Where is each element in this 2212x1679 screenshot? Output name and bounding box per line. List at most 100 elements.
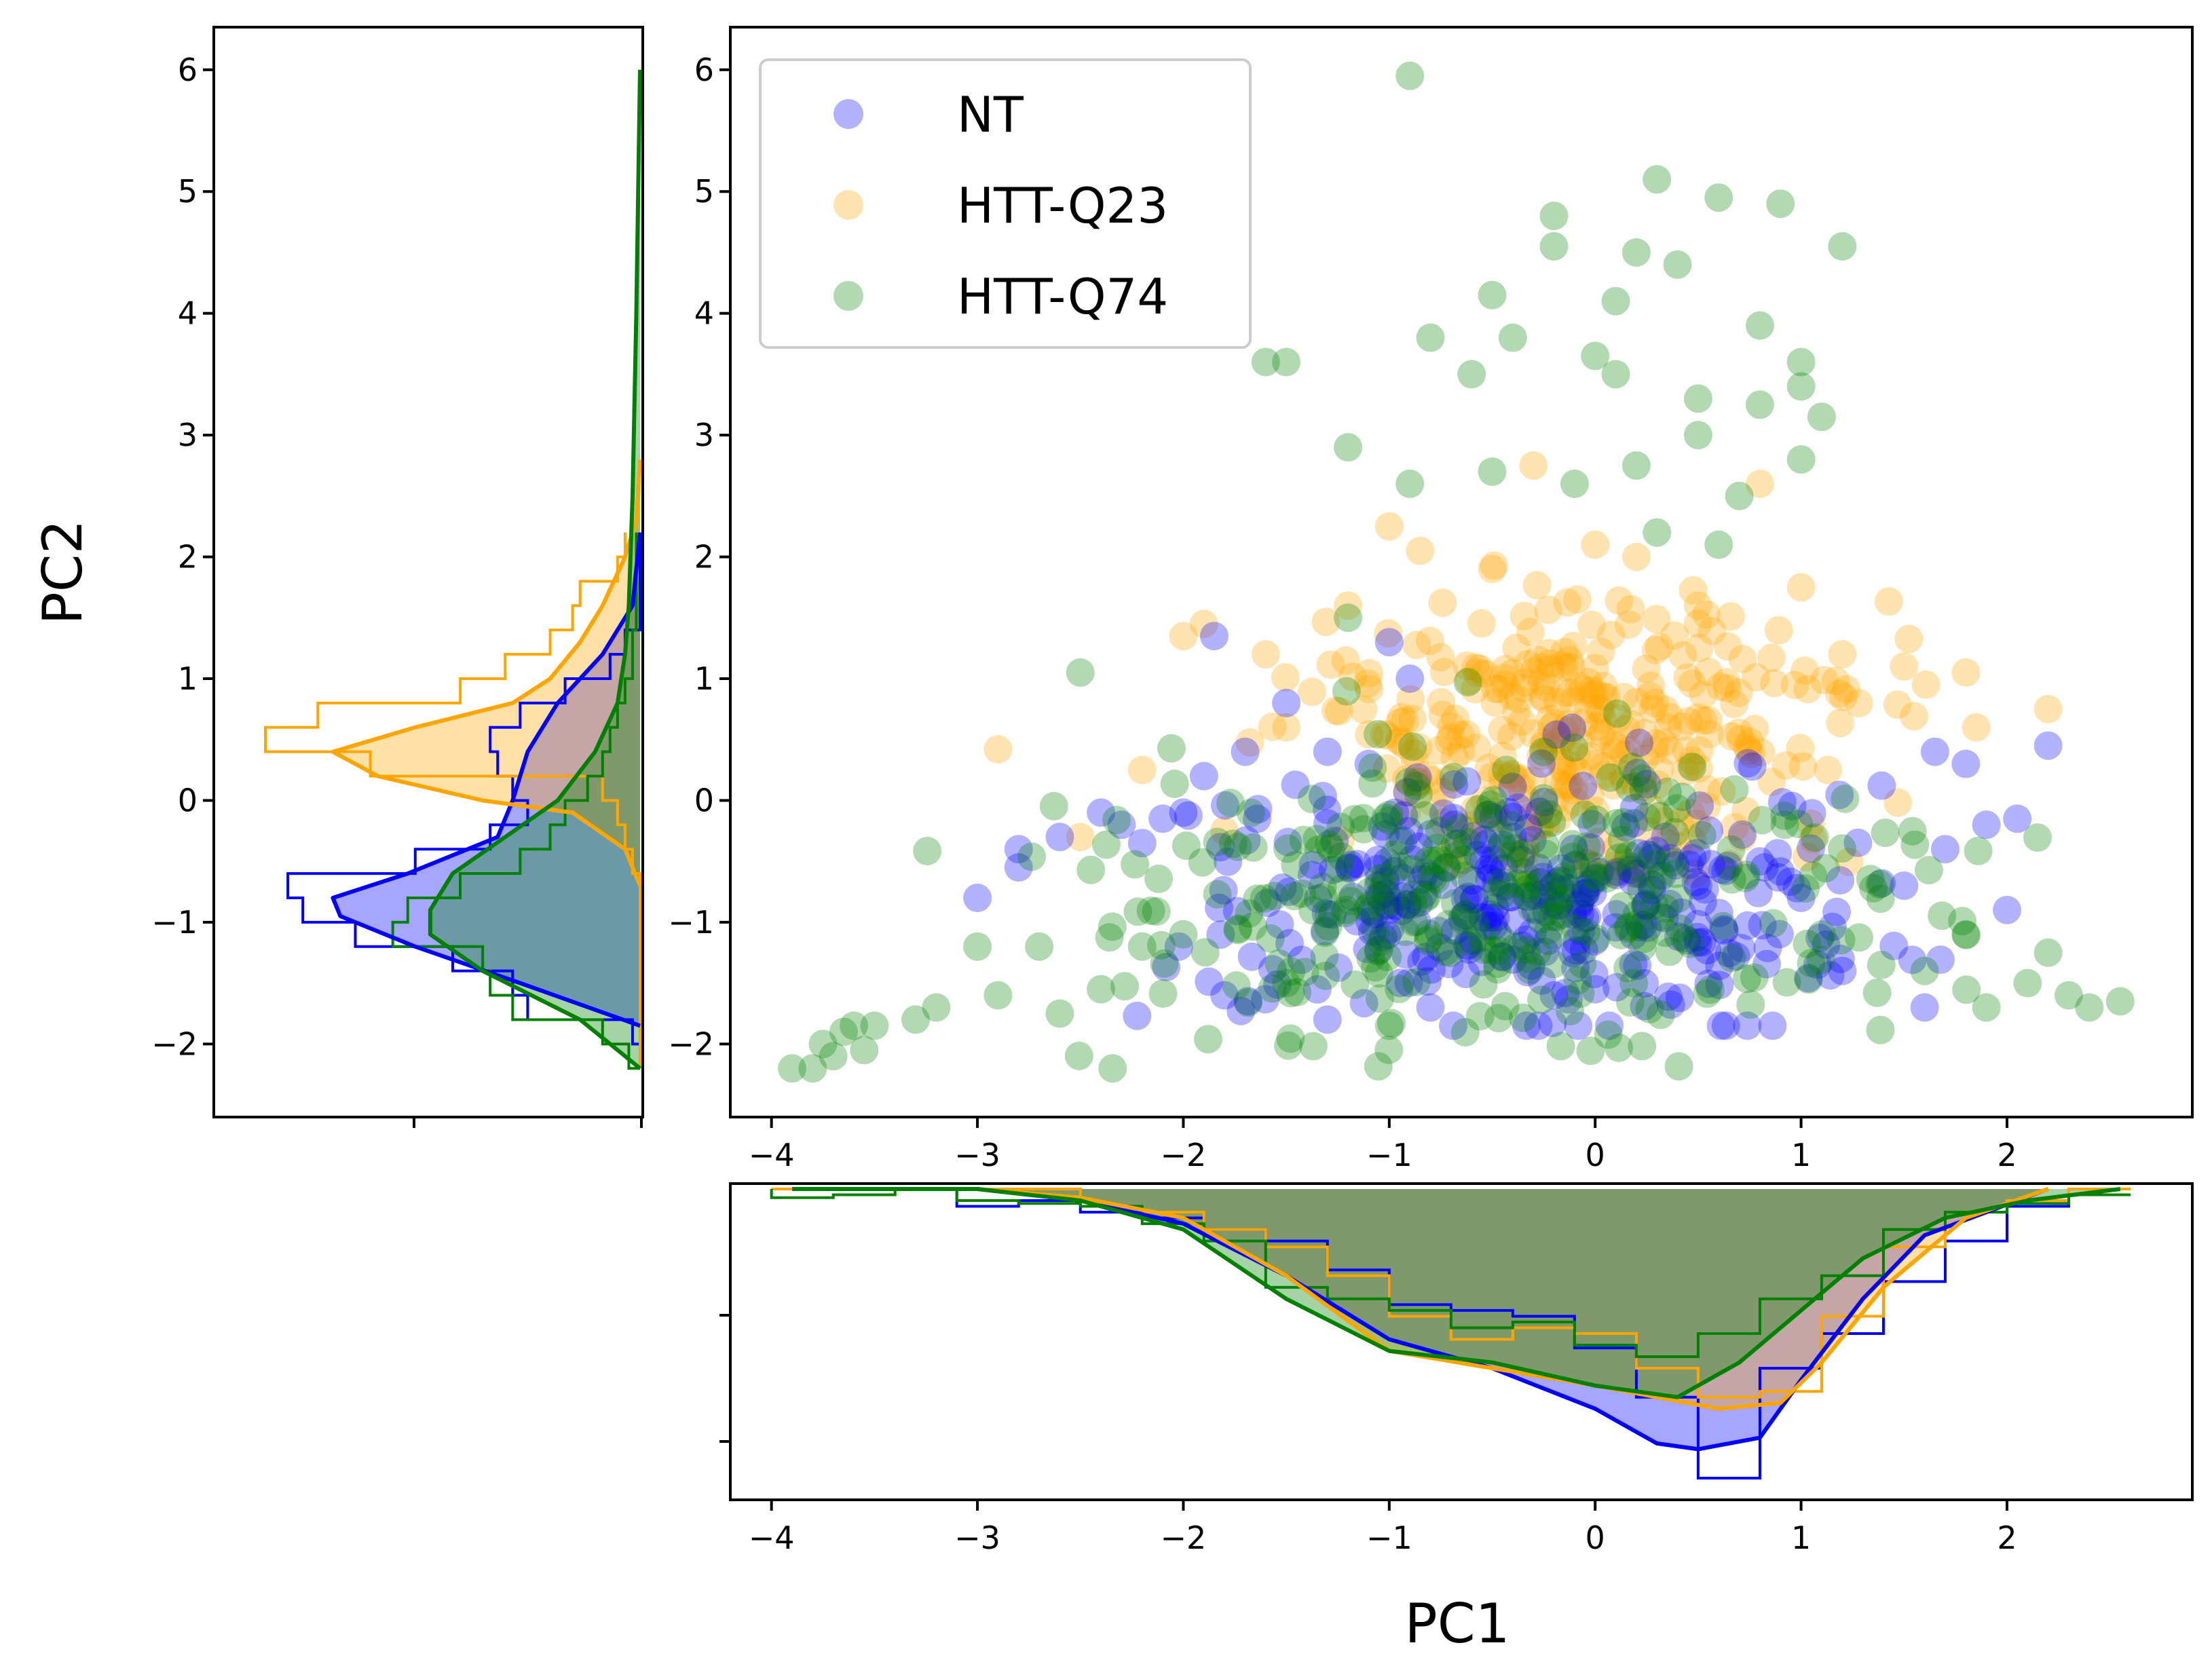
point-nt xyxy=(1727,820,1757,849)
point-htt-q74 xyxy=(1772,968,1801,997)
point-htt-q23 xyxy=(1428,700,1457,730)
point-nt xyxy=(1452,767,1482,796)
main-y-tick-label: −2 xyxy=(668,1025,714,1062)
bottom-marginal-panel: −4 −3 −2 −1 0 1 2 PC1 xyxy=(719,1182,2194,1655)
point-nt xyxy=(1448,903,1477,932)
point-htt-q74 xyxy=(1512,936,1541,964)
point-nt xyxy=(1565,891,1594,920)
point-htt-q74 xyxy=(1276,979,1305,1008)
point-htt-q74 xyxy=(1645,801,1674,831)
point-nt xyxy=(1619,809,1649,838)
point-htt-q23 xyxy=(1446,736,1476,766)
point-nt xyxy=(1357,897,1386,926)
point-htt-q74 xyxy=(1594,1020,1623,1049)
point-htt-q74 xyxy=(1828,834,1856,863)
point-nt xyxy=(1389,801,1419,830)
point-htt-q23 xyxy=(1698,616,1727,645)
point-htt-q74 xyxy=(1607,920,1636,949)
point-htt-q23 xyxy=(1529,732,1558,761)
point-nt xyxy=(1148,804,1178,833)
point-nt xyxy=(1498,772,1527,801)
point-nt xyxy=(1920,737,1949,766)
point-htt-q74 xyxy=(1561,913,1590,943)
point-htt-q23 xyxy=(1496,842,1525,871)
point-nt xyxy=(1335,852,1364,882)
point-htt-q74 xyxy=(1531,840,1560,869)
point-htt-q74 xyxy=(1330,899,1360,928)
point-nt xyxy=(1651,822,1680,851)
point-nt xyxy=(1602,861,1631,890)
point-nt xyxy=(1487,942,1516,971)
point-htt-q23 xyxy=(1396,685,1425,714)
point-htt-q74 xyxy=(1664,1052,1693,1081)
legend-label-htt-q23: HTT-Q23 xyxy=(957,177,1168,234)
point-htt-q74 xyxy=(1616,988,1645,1017)
point-htt-q74 xyxy=(1693,979,1722,1008)
point-nt xyxy=(1311,899,1341,928)
main-x-tick-label: 0 xyxy=(1586,1137,1605,1173)
point-htt-q74 xyxy=(1142,897,1171,926)
point-htt-q23 xyxy=(1780,671,1810,700)
point-htt-q74 xyxy=(1452,827,1482,856)
point-htt-q74 xyxy=(808,1030,838,1059)
point-htt-q74 xyxy=(1311,961,1340,990)
point-nt xyxy=(1637,875,1666,905)
point-htt-q74 xyxy=(1243,884,1272,913)
point-htt-q74 xyxy=(1914,856,1943,885)
point-htt-q74 xyxy=(1288,879,1317,908)
point-nt xyxy=(1450,884,1480,913)
point-htt-q23 xyxy=(1630,719,1659,748)
point-nt xyxy=(1243,795,1273,824)
point-htt-q74 xyxy=(1500,833,1529,863)
point-nt xyxy=(1463,841,1492,870)
point-htt-q23 xyxy=(1559,631,1588,660)
point-nt xyxy=(1561,936,1590,965)
point-nt xyxy=(1152,953,1181,981)
point-nt xyxy=(1641,836,1670,865)
point-nt xyxy=(1825,780,1854,810)
point-htt-q74 xyxy=(1425,816,1454,846)
point-nt xyxy=(1763,839,1793,868)
point-htt-q23 xyxy=(1461,653,1491,682)
point-nt xyxy=(1338,882,1368,911)
point-htt-q23 xyxy=(1793,675,1822,704)
point-htt-q74 xyxy=(1794,965,1823,994)
point-htt-q23 xyxy=(1463,733,1492,762)
point-nt xyxy=(1480,846,1509,875)
point-htt-q23 xyxy=(1353,669,1383,698)
point-htt-q23 xyxy=(1653,713,1683,742)
point-htt-q74 xyxy=(1616,852,1645,882)
left-y-tick-label: 5 xyxy=(178,173,198,210)
point-htt-q23 xyxy=(1717,722,1746,751)
point-htt-q23 xyxy=(1694,706,1723,735)
point-nt xyxy=(1469,846,1498,875)
point-htt-q74 xyxy=(1759,909,1788,938)
point-htt-q74 xyxy=(1171,831,1201,861)
point-htt-q23 xyxy=(1550,678,1579,707)
point-htt-q23 xyxy=(1677,669,1706,698)
point-htt-q74 xyxy=(1349,804,1378,833)
point-htt-q23 xyxy=(1452,720,1481,749)
point-htt-q23 xyxy=(1581,530,1610,559)
point-htt-q74 xyxy=(1341,970,1370,999)
point-htt-q23 xyxy=(1610,740,1639,770)
point-htt-q23 xyxy=(1638,695,1668,723)
point-htt-q74 xyxy=(983,981,1013,1010)
point-htt-q74 xyxy=(1614,912,1643,941)
point-nt xyxy=(1416,993,1445,1022)
point-htt-q23 xyxy=(1066,823,1095,852)
point-nt xyxy=(1667,898,1696,927)
point-nt xyxy=(1558,900,1588,929)
point-htt-q74 xyxy=(1770,810,1799,840)
point-htt-q23 xyxy=(1828,640,1857,669)
point-htt-q23 xyxy=(1355,659,1384,687)
point-nt xyxy=(1297,861,1326,890)
point-nt xyxy=(1364,935,1393,964)
point-htt-q23 xyxy=(1355,675,1383,704)
point-nt xyxy=(1601,913,1630,942)
point-nt xyxy=(1683,871,1712,901)
point-htt-q74 xyxy=(1655,937,1684,966)
point-nt xyxy=(1440,916,1469,945)
point-htt-q23 xyxy=(1460,795,1489,825)
left-kde-line-htt-q74 xyxy=(428,69,642,1070)
